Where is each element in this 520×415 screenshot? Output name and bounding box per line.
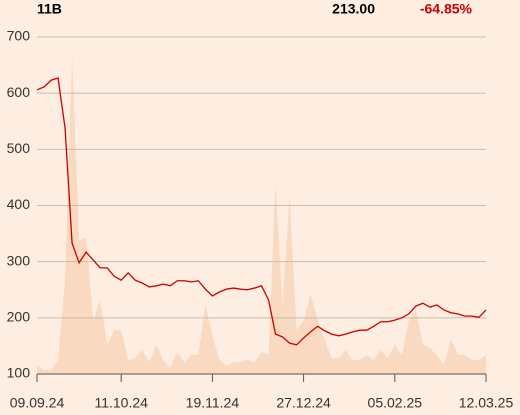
chart-title: 11B (37, 1, 62, 17)
y-tick-label: 300 (7, 252, 31, 268)
y-tick-label: 600 (7, 84, 31, 100)
x-tick-label: 19.11.24 (186, 395, 240, 411)
y-tick-label: 200 (7, 309, 31, 325)
x-tick-label: 09.09.24 (10, 395, 65, 411)
y-tick-label: 500 (7, 140, 31, 156)
volume-area (37, 54, 486, 375)
header-value: 213.00 (332, 1, 375, 17)
x-tick-label: 12.03.25 (459, 395, 514, 411)
x-tick-label: 27.12.24 (276, 395, 331, 411)
x-tick-label: 11.10.24 (94, 395, 148, 411)
x-tick-label: 05.02.25 (368, 395, 423, 411)
y-tick-label: 700 (7, 28, 31, 44)
y-tick-label: 100 (7, 365, 31, 381)
y-tick-label: 400 (7, 196, 31, 212)
price-line (36, 77, 487, 346)
header-value: -64.85% (420, 1, 473, 17)
